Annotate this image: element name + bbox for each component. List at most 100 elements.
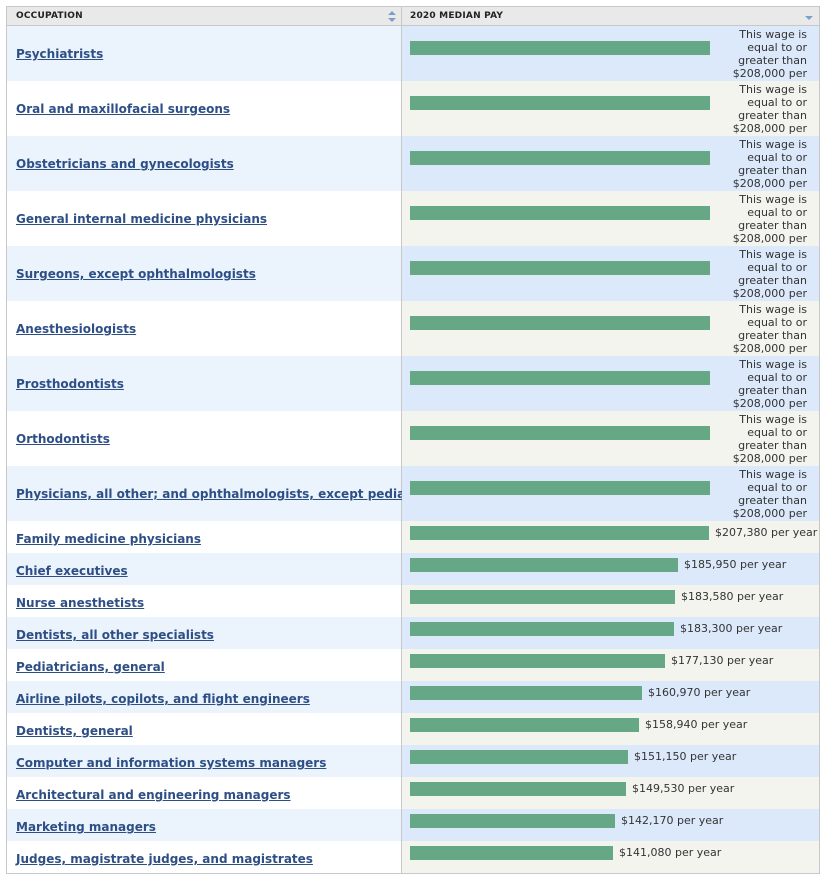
table-row: Chief executives $185,950 per year: [7, 553, 819, 585]
pay-bar: [410, 558, 678, 572]
occupation-cell: Dentists, general: [7, 713, 401, 745]
occupation-link[interactable]: Judges, magistrate judges, and magistrat…: [16, 852, 313, 866]
pay-bar: [410, 41, 710, 55]
occupation-link[interactable]: Orthodontists: [16, 432, 110, 446]
pay-label: This wage is equal to or greater than $2…: [732, 83, 807, 148]
pay-bar: [410, 371, 710, 385]
occupation-link[interactable]: Dentists, all other specialists: [16, 628, 214, 642]
table-header: OCCUPATION 2020 MEDIAN PAY: [7, 7, 819, 26]
table-row: Oral and maxillofacial surgeons This wage…: [7, 81, 819, 148]
occupation-cell: General internal medicine physicians: [7, 191, 401, 246]
median-pay-cell: $160,970 per year: [402, 681, 819, 713]
pay-bar: [410, 686, 642, 700]
table-row: Marketing managers $142,170 per year: [7, 809, 819, 841]
pay-bar: [410, 261, 710, 275]
median-pay-cell: This wage is equal to or greater than $2…: [402, 191, 819, 258]
pay-label: $160,970 per year: [648, 686, 751, 699]
occupation-link[interactable]: Anesthesiologists: [16, 322, 137, 336]
pay-bar: [410, 481, 710, 495]
occupation-link[interactable]: Pediatricians, general: [16, 660, 165, 674]
median-pay-cell: This wage is equal to or greater than $2…: [402, 356, 819, 423]
occupation-link[interactable]: Architectural and engineering managers: [16, 788, 291, 802]
occupation-pay-table: OCCUPATION 2020 MEDIAN PAY Psychiatrists…: [6, 6, 820, 874]
occupation-cell: Prosthodontists: [7, 356, 401, 411]
occupation-link[interactable]: Airline pilots, copilots, and flight eng…: [16, 692, 310, 706]
pay-bar: [410, 846, 613, 860]
occupation-link[interactable]: Surgeons, except ophthalmologists: [16, 267, 256, 281]
pay-bar: [410, 590, 675, 604]
occupation-cell: Psychiatrists: [7, 26, 401, 81]
occupation-link[interactable]: Prosthodontists: [16, 377, 124, 391]
occupation-link[interactable]: Psychiatrists: [16, 47, 104, 61]
occupation-cell: Dentists, all other specialists: [7, 617, 401, 649]
table-row: Surgeons, except ophthalmologists This wa…: [7, 246, 819, 313]
table-row: Physicians, all other; and ophthalmologi…: [7, 466, 819, 533]
median-pay-cell: This wage is equal to or greater than $2…: [402, 136, 819, 203]
pay-bar: [410, 206, 710, 220]
median-pay-cell: $142,170 per year: [402, 809, 819, 841]
pay-bar: [410, 316, 710, 330]
median-pay-cell: $185,950 per year: [402, 553, 819, 585]
occupation-cell: Computer and information systems manager…: [7, 745, 401, 777]
table-row: Nurse anesthetists $183,580 per year: [7, 585, 819, 617]
sort-both-icon[interactable]: [387, 10, 397, 23]
occupation-link[interactable]: Marketing managers: [16, 820, 156, 834]
table-row: Dentists, all other specialists $183,300 …: [7, 617, 819, 649]
pay-label: $158,940 per year: [645, 718, 748, 731]
pay-label: This wage is equal to or greater than $2…: [732, 138, 807, 203]
median-pay-cell: $149,530 per year: [402, 777, 819, 809]
pay-bar: [410, 526, 709, 540]
pay-bar: [410, 814, 615, 828]
occupation-link[interactable]: Computer and information systems manager…: [16, 756, 327, 770]
occupation-link[interactable]: Chief executives: [16, 564, 128, 578]
table-row: Airline pilots, copilots, and flight eng…: [7, 681, 819, 713]
occupation-link[interactable]: Dentists, general: [16, 724, 133, 738]
occupation-cell: Architectural and engineering managers: [7, 777, 401, 809]
pay-bar: [410, 622, 674, 636]
pay-bar: [410, 718, 639, 732]
occupation-cell: Airline pilots, copilots, and flight eng…: [7, 681, 401, 713]
table-row: Psychiatrists This wage is equal to or gr…: [7, 26, 819, 93]
median-pay-cell: $183,300 per year: [402, 617, 819, 649]
occupation-link[interactable]: Oral and maxillofacial surgeons: [16, 102, 231, 116]
pay-label: $151,150 per year: [634, 750, 737, 763]
occupation-link[interactable]: General internal medicine physicians: [16, 212, 268, 226]
median-pay-cell: $141,080 per year: [402, 841, 819, 873]
pay-label: $207,380 per year: [715, 526, 818, 539]
occupation-cell: Physicians, all other; and ophthalmologi…: [7, 466, 428, 521]
pay-label: $183,300 per year: [680, 622, 783, 635]
occupation-cell: Orthodontists: [7, 411, 401, 466]
pay-label: This wage is equal to or greater than $2…: [732, 468, 807, 533]
table-row: Pediatricians, general $177,130 per year: [7, 649, 819, 681]
occupation-cell: Oral and maxillofacial surgeons: [7, 81, 401, 136]
occupation-cell: Marketing managers: [7, 809, 401, 841]
table-row: Computer and information systems manager…: [7, 745, 819, 777]
column-header-occupation[interactable]: OCCUPATION: [16, 11, 83, 21]
occupation-cell: Surgeons, except ophthalmologists: [7, 246, 401, 301]
median-pay-cell: $158,940 per year: [402, 713, 819, 745]
pay-label: $183,580 per year: [681, 590, 784, 603]
occupation-link[interactable]: Physicians, all other; and ophthalmologi…: [16, 487, 429, 501]
occupation-link[interactable]: Family medicine physicians: [16, 532, 201, 546]
table-row: Judges, magistrate judges, and magistrat…: [7, 841, 819, 873]
pay-bar: [410, 426, 710, 440]
median-pay-cell: This wage is equal to or greater than $2…: [402, 26, 819, 93]
column-header-median-pay[interactable]: 2020 MEDIAN PAY: [410, 11, 504, 21]
occupation-cell: Chief executives: [7, 553, 401, 585]
median-pay-cell: This wage is equal to or greater than $2…: [402, 466, 819, 533]
median-pay-cell: This wage is equal to or greater than $2…: [402, 301, 819, 368]
median-pay-cell: $177,130 per year: [402, 649, 819, 681]
pay-label: This wage is equal to or greater than $2…: [732, 303, 807, 368]
pay-label: $142,170 per year: [621, 814, 724, 827]
pay-bar: [410, 750, 628, 764]
sort-descending-icon[interactable]: [804, 10, 814, 23]
occupation-link[interactable]: Nurse anesthetists: [16, 596, 145, 610]
table-row: Family medicine physicians $207,380 per y…: [7, 521, 819, 553]
occupation-link[interactable]: Obstetricians and gynecologists: [16, 157, 234, 171]
pay-bar: [410, 654, 665, 668]
table-row: Dentists, general $158,940 per year: [7, 713, 819, 745]
table-row: Prosthodontists This wage is equal to or …: [7, 356, 819, 423]
occupation-cell: Nurse anesthetists: [7, 585, 401, 617]
median-pay-cell: This wage is equal to or greater than $2…: [402, 81, 819, 148]
median-pay-cell: This wage is equal to or greater than $2…: [402, 411, 819, 478]
